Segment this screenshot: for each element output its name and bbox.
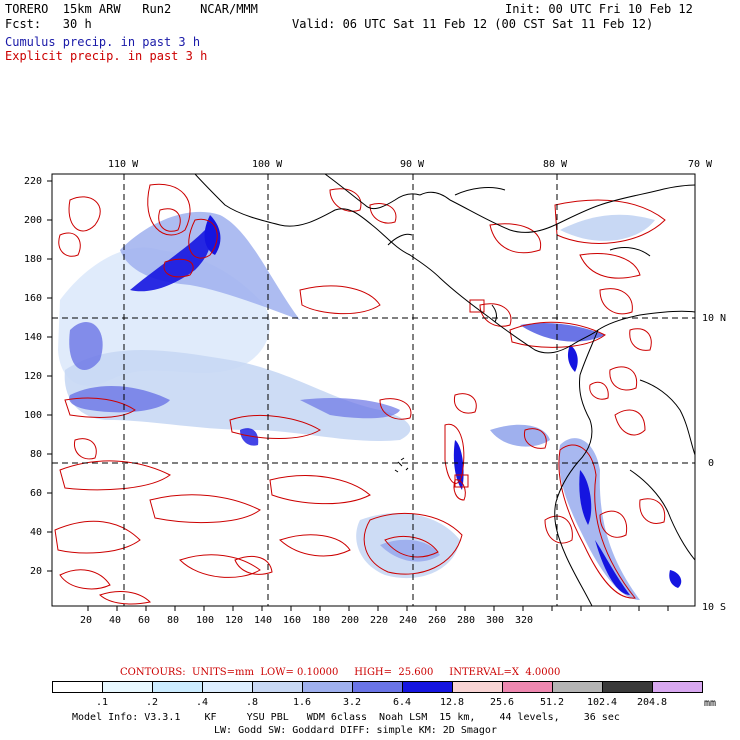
- y-tick-label: 120: [24, 371, 43, 382]
- colorbar-swatch: [252, 681, 303, 693]
- x-tick-label: 280: [457, 615, 476, 626]
- colorbar-swatch: [302, 681, 353, 693]
- y-tick-label: 160: [24, 293, 43, 304]
- lon-label-100w: 100 W: [252, 159, 283, 170]
- x-tick-label: 20: [80, 615, 93, 626]
- x-tick-label: 260: [428, 615, 447, 626]
- y-tick-label: 20: [30, 566, 43, 577]
- lon-label-90w: 90 W: [400, 159, 425, 170]
- colorbar-label: 102.4: [586, 697, 618, 708]
- x-tick-label: 240: [399, 615, 418, 626]
- lon-label-70w: 70 W: [688, 159, 713, 170]
- explicit-legend: Explicit precip. in past 3 h: [5, 49, 208, 63]
- x-tick-label: 300: [486, 615, 505, 626]
- cumulus-precip-shading: [58, 211, 682, 600]
- lon-label-80w: 80 W: [543, 159, 568, 170]
- y-tick-label: 180: [24, 254, 43, 265]
- contour-info: CONTOURS: UNITS=mm LOW= 0.10000 HIGH= 25…: [120, 667, 561, 678]
- colorbar-swatch: [102, 681, 153, 693]
- y-tick-label: 40: [30, 527, 43, 538]
- colorbar-label: 3.2: [342, 697, 362, 708]
- explicit-precip-contours: [54, 183, 666, 605]
- y-tick-label: 100: [24, 410, 43, 421]
- x-tick-label: 220: [370, 615, 389, 626]
- lat-label-0: 0: [708, 458, 715, 469]
- y-tick-label: 60: [30, 488, 43, 499]
- x-tick-label: 160: [283, 615, 302, 626]
- colorbar-swatch: [352, 681, 403, 693]
- colorbar-swatch: [502, 681, 553, 693]
- lon-label-110w: 110 W: [108, 159, 139, 170]
- x-tick-label: 320: [515, 615, 534, 626]
- colorbar-label: 6.4: [392, 697, 412, 708]
- y-tick-label: 80: [30, 449, 43, 460]
- x-tick-label: 40: [109, 615, 122, 626]
- colorbar-label: 25.6: [489, 697, 515, 708]
- axis-ticks: [47, 180, 669, 611]
- x-tick-label: 200: [341, 615, 360, 626]
- x-tick-label: 60: [138, 615, 151, 626]
- y-tick-label: 220: [24, 176, 43, 187]
- cumulus-legend: Cumulus precip. in past 3 h: [5, 35, 201, 49]
- colorbar-label: 1.6: [292, 697, 312, 708]
- map-frame: [51, 173, 696, 607]
- lat-lon-grid: [52, 174, 695, 606]
- colorbar-label: 204.8: [636, 697, 668, 708]
- colorbar-swatch: [602, 681, 653, 693]
- colorbar-label: .2: [145, 697, 159, 708]
- y-tick-label: 140: [24, 332, 43, 343]
- x-tick-label: 100: [196, 615, 215, 626]
- colorbar-swatch: [152, 681, 203, 693]
- init-time: Init: 00 UTC Fri 10 Feb 12: [505, 2, 693, 16]
- colorbar-swatch: [652, 681, 703, 693]
- y-tick-label: 200: [24, 215, 43, 226]
- valid-time: Valid: 06 UTC Sat 11 Feb 12 (00 CST Sat …: [292, 17, 654, 31]
- x-tick-label: 80: [167, 615, 180, 626]
- x-tick-label: 180: [312, 615, 331, 626]
- colorbar-label: .1: [95, 697, 109, 708]
- physics-info: LW: Godd SW: Goddard DIFF: simple KM: 2D…: [214, 725, 497, 736]
- model-title: TORERO 15km ARW Run2 NCAR/MMM: [5, 2, 258, 16]
- forecast-hour: Fcst: 30 h: [5, 17, 92, 31]
- colorbar-label: .8: [245, 697, 259, 708]
- colorbar-swatch: [52, 681, 103, 693]
- lat-label-10s: 10 S: [702, 602, 727, 613]
- x-tick-label: 120: [225, 615, 244, 626]
- colorbar-label: .4: [195, 697, 209, 708]
- coastlines: [194, 174, 695, 606]
- colorbar-swatch: [202, 681, 253, 693]
- colorbar-unit: mm: [704, 698, 717, 709]
- colorbar-swatch: [552, 681, 603, 693]
- colorbar-swatch: [402, 681, 453, 693]
- model-info: Model Info: V3.3.1 KF YSU PBL WDM 6class…: [72, 712, 620, 723]
- colorbar-label: 51.2: [539, 697, 565, 708]
- lat-label-10n: 10 N: [702, 313, 727, 324]
- x-tick-label: 140: [254, 615, 273, 626]
- colorbar-label: 12.8: [439, 697, 465, 708]
- colorbar-swatch: [452, 681, 503, 693]
